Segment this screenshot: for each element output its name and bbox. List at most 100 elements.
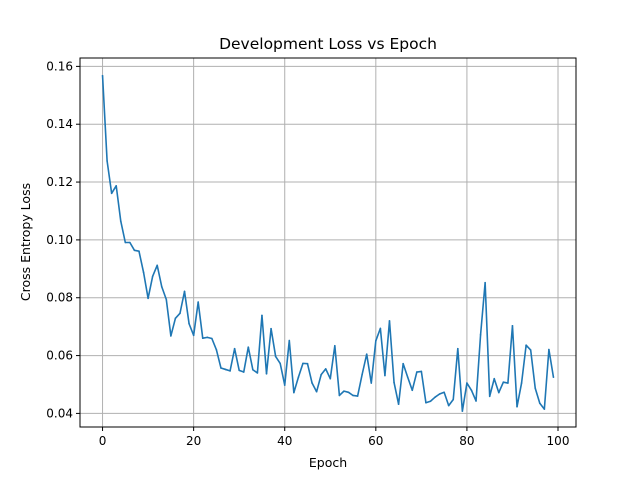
data-point (461, 410, 464, 412)
data-point (233, 347, 236, 350)
data-point (529, 349, 532, 351)
data-point (411, 389, 414, 392)
data-point (343, 390, 345, 392)
data-point (142, 271, 145, 274)
data-point (270, 327, 272, 330)
data-point (156, 264, 159, 267)
data-point (261, 314, 263, 317)
data-point (365, 353, 368, 355)
x-tick-label: 80 (459, 434, 474, 448)
data-point (425, 401, 427, 404)
data-point (406, 376, 409, 379)
data-point (356, 395, 359, 397)
data-point (488, 395, 491, 398)
data-point (370, 382, 373, 384)
data-point (224, 368, 227, 371)
data-point (438, 393, 441, 395)
series-line (101, 75, 555, 412)
data-point (183, 290, 186, 293)
data-point (106, 160, 108, 162)
data-point (170, 335, 172, 337)
data-point (379, 327, 382, 330)
data-point (188, 322, 190, 325)
x-axis-label: Epoch (309, 455, 347, 470)
data-point (165, 298, 168, 301)
data-point (416, 371, 418, 373)
series-group (101, 74, 555, 412)
data-point (324, 368, 327, 370)
data-point (429, 400, 432, 403)
data-point (548, 348, 550, 351)
data-point (238, 369, 240, 372)
data-point (311, 382, 313, 384)
data-point (306, 362, 309, 365)
data-point (402, 362, 404, 365)
data-point (388, 320, 391, 322)
x-tick-label: 40 (277, 434, 292, 448)
data-point (110, 192, 113, 195)
data-point (138, 250, 140, 252)
data-point (302, 362, 304, 365)
data-point (384, 374, 386, 377)
data-point (470, 389, 473, 392)
data-point (279, 362, 281, 365)
data-point (265, 372, 268, 375)
data-point (493, 377, 496, 380)
y-tick-label: 0.06 (46, 349, 73, 363)
data-point (192, 334, 195, 337)
data-point (297, 376, 300, 379)
data-point (151, 275, 154, 278)
data-point (197, 301, 199, 303)
data-point (520, 382, 523, 384)
data-point (160, 285, 163, 288)
data-point (283, 384, 286, 386)
data-point (288, 339, 291, 342)
x-tick-label: 60 (368, 434, 383, 448)
data-point (252, 368, 254, 371)
data-point (274, 355, 277, 358)
data-point (119, 220, 122, 222)
data-point (434, 396, 436, 399)
chart-title: Development Loss vs Epoch (219, 35, 437, 53)
data-point (215, 348, 218, 351)
data-point (393, 381, 395, 384)
x-tick-label: 100 (547, 434, 570, 448)
data-point (329, 377, 332, 380)
data-point (484, 281, 486, 284)
data-point (347, 391, 350, 394)
data-point (507, 382, 509, 384)
data-point (538, 402, 541, 405)
data-point (133, 249, 136, 252)
data-point (511, 324, 514, 327)
data-point (320, 373, 322, 376)
y-tick-label: 0.08 (46, 291, 73, 305)
data-point (502, 381, 505, 383)
y-axis-label: Cross Entropy Loss (18, 183, 33, 301)
data-point (552, 376, 555, 379)
plot-frame (79, 57, 577, 428)
x-tick-label: 0 (99, 434, 107, 448)
data-point (129, 241, 131, 244)
data-point (242, 371, 245, 373)
data-point (293, 391, 295, 394)
data-point (247, 346, 250, 348)
data-point (543, 408, 546, 410)
data-point (457, 347, 459, 350)
data-point (201, 337, 204, 340)
data-point (443, 391, 445, 394)
data-point (534, 387, 537, 390)
data-point (220, 367, 222, 369)
y-tick-label: 0.04 (46, 406, 73, 420)
data-point (256, 372, 259, 374)
data-point (516, 405, 518, 408)
y-tick-label: 0.16 (46, 59, 73, 73)
data-point (375, 340, 377, 342)
data-point (334, 344, 336, 347)
y-tick-label: 0.10 (46, 233, 73, 247)
data-point (420, 370, 423, 373)
data-point (352, 394, 354, 397)
data-point (466, 382, 468, 384)
data-point (101, 74, 104, 77)
data-point (174, 317, 177, 320)
